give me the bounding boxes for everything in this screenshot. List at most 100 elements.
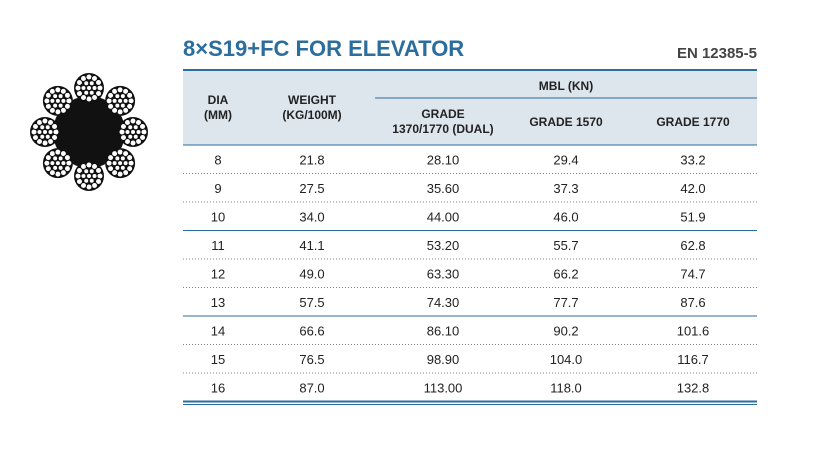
wire	[63, 102, 71, 110]
cell: 29.4	[553, 152, 578, 167]
wire	[44, 133, 51, 140]
header-cell: MBL (KN)	[539, 79, 593, 93]
wire	[52, 164, 59, 171]
wire	[39, 133, 46, 140]
wire	[95, 178, 103, 185]
wire	[60, 97, 67, 104]
wire	[88, 80, 95, 87]
header-cell: GRADE 1570	[529, 115, 603, 129]
wire	[86, 85, 92, 91]
wire	[119, 102, 126, 109]
wire	[75, 79, 83, 86]
wire	[126, 154, 134, 162]
title: 8×S19+FC FOR ELEVATOR	[183, 36, 464, 61]
wire	[48, 169, 56, 177]
cell: 16	[211, 380, 225, 395]
wire	[126, 165, 134, 173]
wire	[59, 150, 67, 158]
cell: 51.9	[680, 209, 705, 224]
wire	[57, 102, 64, 109]
wire	[114, 102, 121, 109]
core	[53, 96, 125, 168]
cell: 86.10	[427, 323, 460, 338]
wire	[83, 177, 90, 184]
rope-icon	[30, 73, 148, 191]
cell: 63.30	[427, 266, 460, 281]
wire	[44, 91, 52, 99]
wire	[114, 164, 121, 171]
wire	[59, 87, 67, 95]
wire	[91, 162, 98, 170]
wire	[139, 123, 147, 130]
wire	[44, 154, 52, 162]
cell: 35.60	[427, 181, 460, 196]
cell: 74.30	[427, 295, 460, 310]
wire	[88, 168, 95, 175]
wire	[49, 160, 56, 167]
wire	[63, 154, 71, 162]
wire	[95, 79, 103, 86]
cell: 33.2	[680, 152, 705, 167]
cell: 66.2	[553, 266, 578, 281]
header-cell: DIA (MM)	[204, 93, 232, 122]
cell: 37.3	[553, 181, 578, 196]
wire	[122, 150, 130, 158]
cell: 8	[214, 152, 221, 167]
cell: 10	[211, 209, 225, 224]
cell: 77.7	[553, 295, 578, 310]
wire	[132, 133, 139, 140]
wire	[80, 173, 87, 179]
wire	[111, 106, 119, 114]
wire	[91, 173, 98, 179]
table: DIA (MM) WEIGHT (KG/100M) GRADE 1370/1770 (DU…	[183, 93, 757, 405]
wire	[132, 124, 139, 131]
cell: 66.6	[299, 323, 324, 338]
header-cell: GRADE 1370/1770 (DUAL)	[392, 107, 493, 136]
wire	[139, 134, 147, 141]
wire	[60, 160, 67, 167]
wire	[36, 138, 43, 146]
wire	[63, 165, 71, 173]
cell: 27.5	[299, 181, 324, 196]
cell: 41.1	[299, 238, 324, 253]
cell: 21.8	[299, 152, 324, 167]
cell: 116.7	[677, 352, 709, 367]
cell: 13	[211, 295, 225, 310]
wire	[80, 182, 87, 190]
wire	[88, 177, 95, 184]
cell: 28.10	[427, 152, 460, 167]
wire	[107, 91, 115, 99]
cell: 87.6	[680, 295, 705, 310]
wire	[57, 155, 64, 162]
wire	[31, 123, 39, 130]
wire	[54, 160, 61, 167]
standard: EN 12385-5	[677, 45, 757, 62]
cell: 74.7	[680, 266, 705, 281]
cell: 118.0	[550, 380, 582, 395]
wire	[47, 118, 54, 126]
wire	[119, 155, 126, 162]
wire	[39, 124, 46, 131]
cell: 87.0	[299, 380, 324, 395]
wire	[83, 89, 90, 96]
wire	[42, 129, 48, 135]
wire	[117, 97, 124, 104]
cell: 44.00	[427, 209, 460, 224]
wire	[80, 85, 87, 91]
wire	[51, 123, 59, 130]
cell: 14	[211, 323, 225, 338]
wire	[44, 124, 51, 131]
cell: 42.0	[680, 181, 705, 196]
wire	[83, 168, 90, 175]
wire	[91, 74, 98, 82]
wire	[119, 93, 126, 100]
header-cell: WEIGHT (KG/100M)	[282, 93, 341, 122]
cell: 34.0	[299, 209, 324, 224]
wire	[114, 155, 121, 162]
cell: 46.0	[553, 209, 578, 224]
wire	[119, 123, 127, 130]
cell: 62.8	[680, 238, 705, 253]
wire	[124, 138, 131, 146]
wire	[86, 173, 92, 179]
